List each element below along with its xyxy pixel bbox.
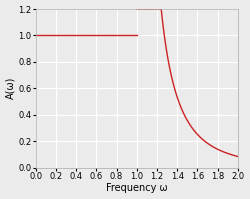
X-axis label: Frequency ω: Frequency ω (106, 183, 168, 193)
Y-axis label: A(ω): A(ω) (6, 77, 16, 100)
